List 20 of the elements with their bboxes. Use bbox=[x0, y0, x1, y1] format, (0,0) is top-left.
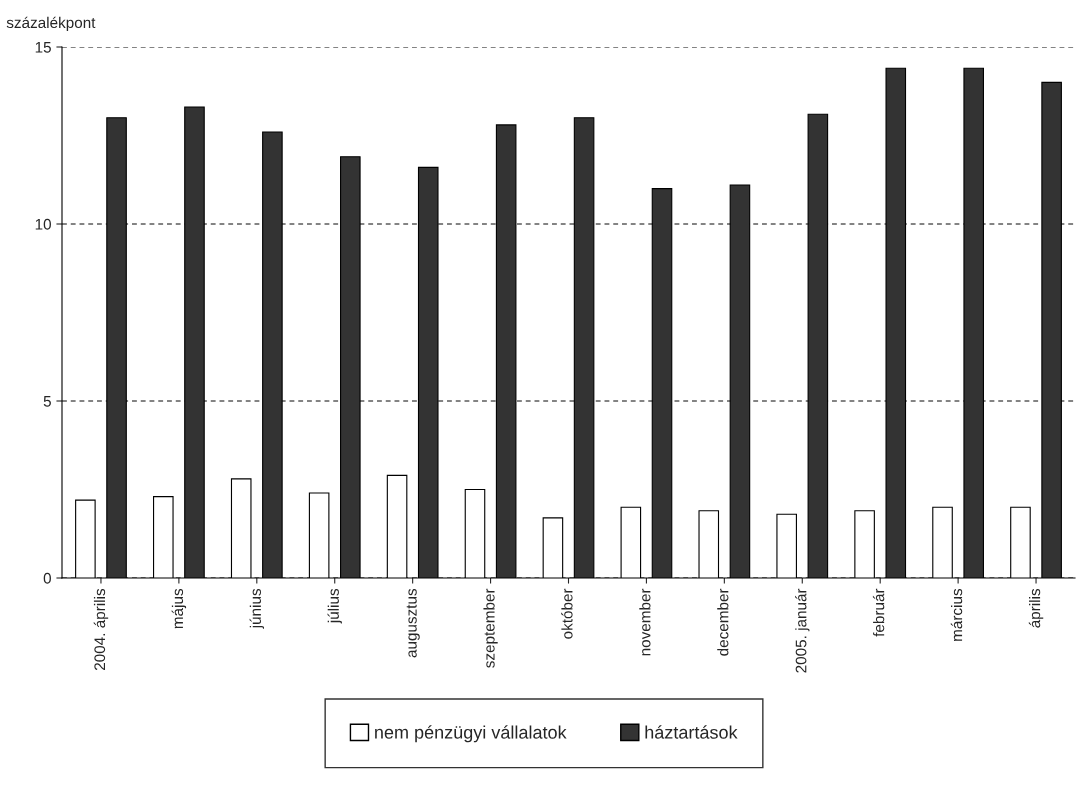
x-tick-label: 2004. április bbox=[93, 588, 109, 671]
x-tick-label: 2005. január bbox=[795, 588, 810, 673]
legend-label: háztartások bbox=[645, 725, 738, 739]
legend-label: nem pénzügyi vállalatok bbox=[375, 725, 567, 743]
x-tick-label: június bbox=[249, 588, 265, 629]
x-tick-label: november bbox=[639, 588, 651, 656]
x-tick-label: december bbox=[717, 588, 729, 656]
x-tick-label: április bbox=[1028, 588, 1044, 628]
y-tick-label: 5 bbox=[43, 396, 51, 407]
x-tick-label: március bbox=[950, 588, 963, 641]
x-tick-label: október bbox=[561, 588, 573, 639]
x-tick-label: július bbox=[327, 588, 342, 624]
y-axis-title: százalékpont bbox=[6, 16, 96, 32]
y-tick-label: 15 bbox=[35, 42, 51, 53]
x-tick-label: február bbox=[872, 588, 885, 637]
y-tick-label: 0 bbox=[43, 572, 51, 584]
x-tick-label: szeptember bbox=[483, 588, 498, 668]
x-tick-label: május bbox=[171, 588, 187, 629]
y-tick-label: 10 bbox=[35, 218, 51, 230]
x-tick-label: augusztus bbox=[406, 588, 420, 658]
